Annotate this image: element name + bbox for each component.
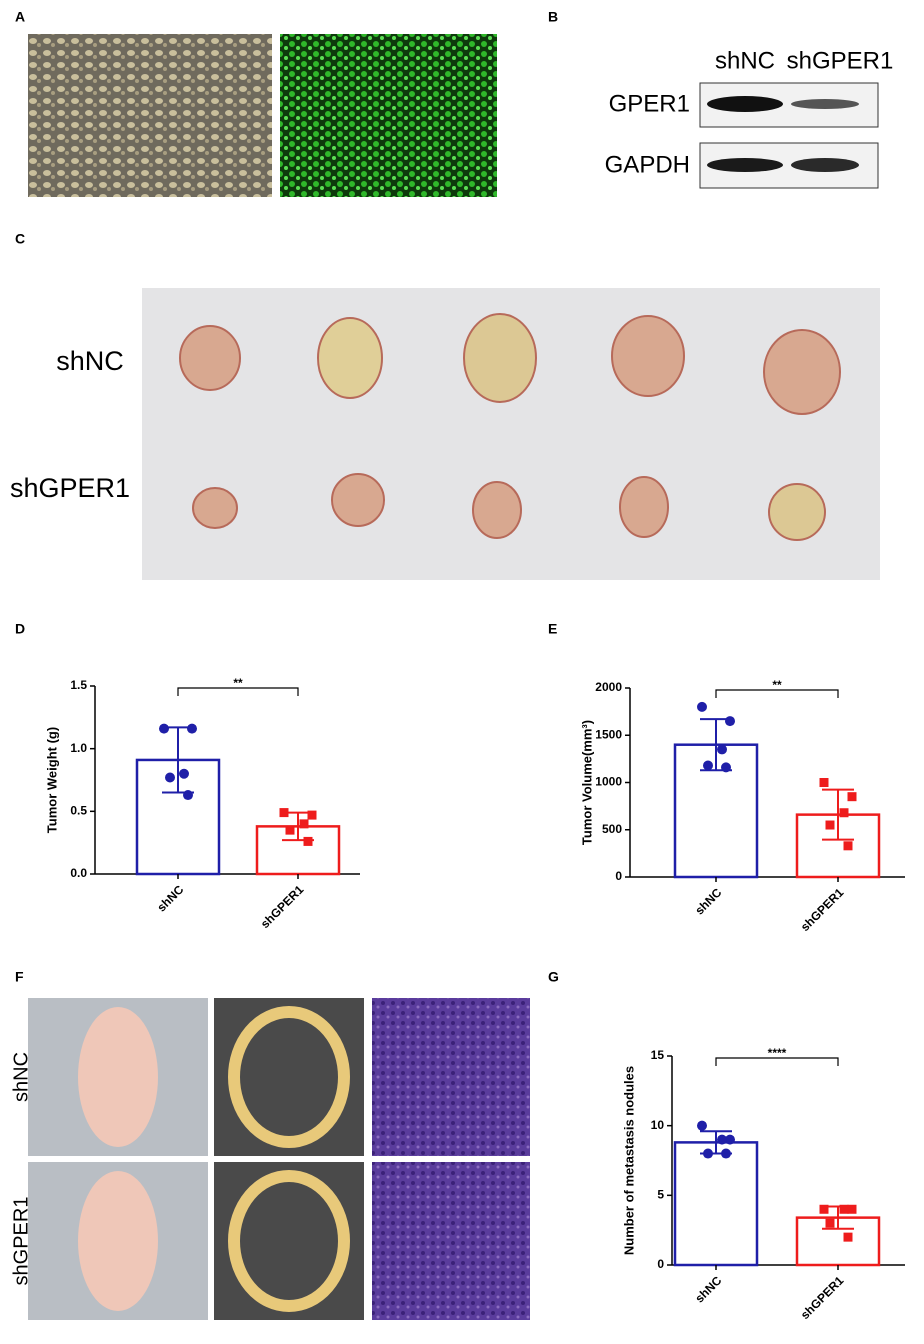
- x-tick-label: shNC: [692, 1273, 724, 1305]
- data-point: [703, 760, 713, 771]
- data-point: [303, 836, 313, 846]
- data-point: [839, 808, 849, 818]
- histology-image: [372, 998, 530, 1156]
- data-point: [187, 723, 197, 734]
- lane-label: shGPER1: [787, 47, 894, 74]
- data-point: [717, 1134, 727, 1145]
- significance-bracket: [715, 689, 839, 698]
- panel-label: F: [15, 969, 24, 985]
- y-tick-label: 10: [651, 1118, 665, 1132]
- significance-label: ****: [768, 1046, 787, 1060]
- row-label: GAPDH: [605, 151, 690, 178]
- band: [707, 158, 783, 172]
- data-point: [819, 778, 829, 787]
- brightfield-image: [28, 34, 272, 197]
- data-point: [843, 841, 853, 851]
- data-point: [717, 744, 727, 755]
- y-tick-label: 1000: [595, 775, 622, 789]
- panel-label: B: [548, 9, 558, 25]
- data-point: [819, 1204, 829, 1214]
- significance-label: **: [772, 678, 782, 692]
- data-point: [307, 810, 317, 820]
- data-point: [183, 790, 193, 801]
- intestine: [228, 1170, 350, 1312]
- x-tick-label: shGPER1: [258, 882, 307, 931]
- mouse: [78, 1171, 158, 1311]
- data-point: [721, 762, 731, 773]
- fluorescence-image: [280, 34, 497, 197]
- data-point: [725, 1134, 735, 1145]
- data-point: [725, 716, 735, 727]
- bar: [673, 1141, 759, 1267]
- row-label: shNC: [56, 346, 124, 376]
- band: [707, 96, 783, 112]
- histology-image: [372, 1162, 530, 1320]
- row-label: shGPER1: [10, 473, 130, 503]
- significance-bracket: [715, 1057, 839, 1066]
- x-tick-label: shGPER1: [798, 885, 847, 934]
- data-point: [159, 723, 169, 734]
- tumors: [179, 313, 841, 541]
- data-point: [843, 1232, 853, 1242]
- y-tick-label: 15: [651, 1048, 665, 1062]
- x-tick-label: shGPER1: [798, 1273, 847, 1322]
- y-tick-label: 500: [602, 822, 622, 836]
- panel-label: A: [15, 9, 25, 25]
- y-tick-label: 0: [657, 1257, 664, 1271]
- data-point: [703, 1148, 713, 1159]
- data-point: [825, 1218, 835, 1228]
- x-tick-label: shNC: [154, 882, 186, 914]
- error-bar: [822, 788, 854, 841]
- significance-label: **: [233, 676, 243, 690]
- mouse: [78, 1007, 158, 1147]
- y-tick-label: 5: [657, 1188, 664, 1202]
- data-point: [285, 825, 295, 835]
- data-point: [697, 1120, 707, 1131]
- panel-label: G: [548, 969, 559, 985]
- y-tick-label: 1.5: [70, 678, 87, 692]
- lane-label: shNC: [715, 47, 775, 74]
- panel-label: D: [15, 621, 25, 637]
- data-point: [299, 819, 309, 829]
- panel-label: E: [548, 621, 557, 637]
- y-tick-label: 0.0: [70, 866, 87, 880]
- y-tick-label: 0.5: [70, 804, 87, 818]
- data-point: [721, 1148, 731, 1159]
- x-tick-label: shNC: [692, 885, 724, 917]
- significance-bracket: [177, 687, 299, 696]
- band: [791, 158, 859, 172]
- row-label: shNC: [10, 1052, 32, 1102]
- data-point: [165, 772, 175, 783]
- data-point: [847, 792, 857, 802]
- data-point: [279, 808, 289, 818]
- band: [791, 99, 859, 109]
- data-point: [179, 768, 189, 779]
- y-axis-label: Tumor Weight (g): [44, 727, 59, 833]
- data-point: [697, 701, 707, 712]
- y-tick-label: 1500: [595, 727, 622, 741]
- y-tick-label: 1.0: [70, 741, 87, 755]
- y-axis-label: Number of metastasis nodules: [621, 1066, 636, 1255]
- y-tick-label: 2000: [595, 680, 622, 694]
- intestine: [228, 1006, 350, 1148]
- data-point: [825, 820, 835, 830]
- data-point: [847, 1204, 857, 1214]
- panel-label: C: [15, 231, 25, 247]
- y-axis-label: Tumor Volume(mm³): [579, 720, 594, 845]
- data-point: [839, 1204, 849, 1214]
- row-label: GPER1: [609, 90, 690, 117]
- y-tick-label: 0: [615, 869, 622, 883]
- row-label: shGPER1: [10, 1197, 32, 1286]
